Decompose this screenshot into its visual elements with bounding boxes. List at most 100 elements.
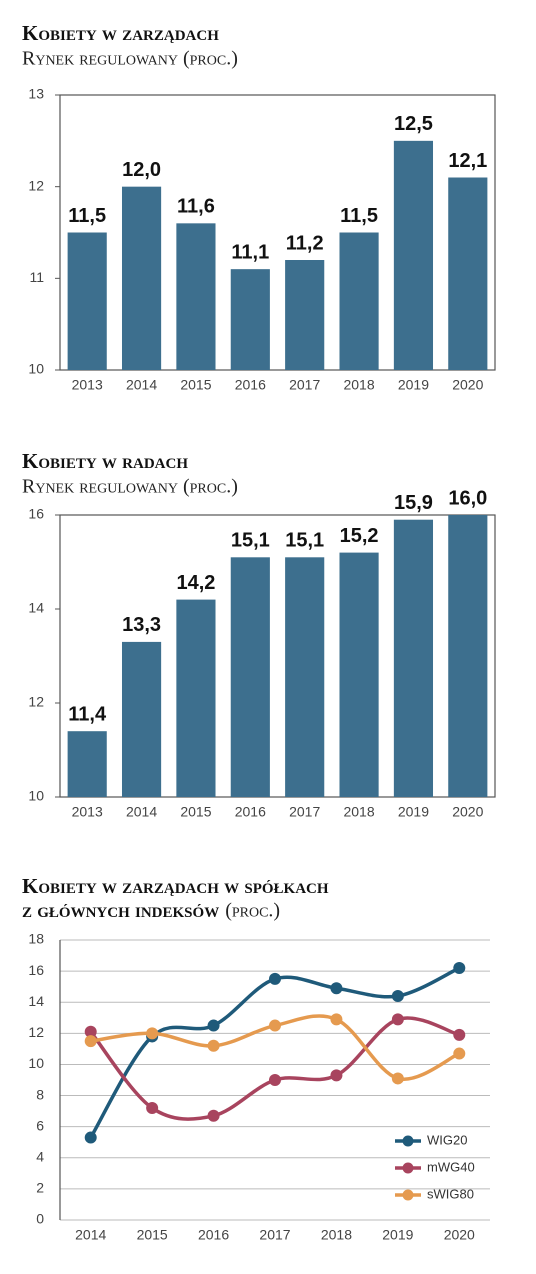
point: [330, 1013, 343, 1026]
value-label: 11,5: [68, 205, 106, 227]
chart-title: z głównych indeksów: [22, 898, 219, 922]
bar: [339, 552, 379, 797]
value-label: 13,3: [122, 614, 161, 636]
point: [269, 1074, 281, 1086]
point: [330, 982, 343, 995]
legend-label: mWG40: [427, 1159, 475, 1174]
x-tick-label: 2018: [343, 377, 374, 393]
series-line: [89, 966, 461, 1139]
point: [330, 1069, 343, 1082]
point: [269, 1019, 281, 1032]
value-label: 11,1: [231, 241, 269, 263]
y-tick-label: 12: [28, 1024, 44, 1040]
bar: [121, 186, 162, 370]
y-tick-label: 12: [28, 694, 44, 710]
bar: [339, 232, 379, 370]
plot-frame: [59, 514, 496, 798]
x-tick-label: 2019: [382, 1227, 413, 1243]
y-tick-label: 8: [36, 1086, 44, 1102]
point: [146, 1102, 159, 1114]
value-label: 12,1: [448, 150, 487, 172]
x-tick-label: 2014: [126, 377, 157, 393]
value-label: 11,4: [68, 703, 107, 725]
bar: [393, 140, 434, 370]
x-tick-label: 2020: [452, 377, 483, 393]
value-label: 16,0: [448, 487, 487, 509]
point: [207, 1019, 220, 1032]
x-tick-label: 2014: [126, 804, 157, 820]
chart-subtitle: (proc.): [225, 900, 280, 922]
x-tick-label: 2017: [289, 804, 320, 820]
x-tick-label: 2020: [452, 804, 483, 820]
y-tick-label: 14: [28, 993, 44, 1009]
bar: [67, 731, 107, 797]
x-tick-label: 2016: [198, 1227, 229, 1243]
bar: [393, 519, 434, 797]
chart-title: Kobiety w radach: [22, 449, 188, 473]
chart-title: Kobiety w zarządach w spółkach: [22, 874, 329, 898]
bar: [230, 269, 270, 370]
x-tick-label: 2014: [75, 1227, 106, 1243]
y-tick-label: 10: [28, 361, 44, 377]
y-tick-label: 18: [28, 931, 44, 947]
x-tick-label: 2016: [235, 377, 266, 393]
x-tick-label: 2015: [180, 377, 211, 393]
y-tick-label: 12: [28, 177, 44, 193]
chart-subtitle: Rynek regulowany (proc.): [22, 476, 238, 498]
plot-frame: [59, 94, 496, 371]
point: [84, 1025, 97, 1038]
x-tick-label: 2016: [235, 804, 266, 820]
bar: [448, 515, 488, 797]
point: [453, 1028, 466, 1041]
value-label: 15,2: [340, 525, 379, 547]
point: [84, 1035, 97, 1048]
x-tick-label: 2019: [398, 377, 429, 393]
value-label: 11,2: [286, 232, 324, 254]
bar: [176, 223, 216, 370]
legend-marker: [402, 1189, 414, 1201]
x-tick-label: 2017: [289, 377, 320, 393]
x-tick-label: 2015: [180, 804, 211, 820]
x-tick-label: 2015: [137, 1227, 168, 1243]
value-label: 12,0: [122, 159, 161, 181]
value-label: 14,2: [176, 572, 215, 594]
value-label: 11,6: [177, 196, 215, 218]
bar: [448, 177, 488, 370]
y-tick-label: 6: [36, 1117, 44, 1133]
x-tick-label: 2017: [259, 1227, 290, 1243]
point: [453, 1047, 466, 1060]
bar: [285, 260, 325, 370]
value-label: 15,1: [231, 530, 270, 552]
point: [391, 990, 404, 1002]
legend-label: WIG20: [427, 1132, 467, 1147]
value-label: 15,9: [394, 492, 433, 514]
bar: [121, 641, 162, 797]
bar: [230, 557, 270, 797]
bar: [176, 599, 216, 797]
legend-marker: [402, 1135, 414, 1147]
legend-label: sWIG80: [427, 1186, 474, 1201]
value-label: 15,1: [285, 530, 324, 552]
x-tick-label: 2018: [343, 804, 374, 820]
point: [391, 1072, 404, 1085]
point: [453, 962, 466, 974]
y-tick-label: 13: [28, 86, 44, 102]
y-tick-label: 10: [28, 788, 44, 804]
y-tick-label: 10: [28, 1055, 44, 1071]
y-tick-label: 2: [36, 1180, 44, 1196]
bar: [67, 232, 107, 370]
y-tick-label: 0: [36, 1211, 44, 1227]
y-tick-label: 14: [28, 600, 44, 616]
point: [84, 1131, 97, 1144]
y-tick-label: 4: [36, 1148, 44, 1164]
y-tick-label: 16: [28, 506, 44, 522]
point: [391, 1013, 404, 1026]
chart-subtitle: Rynek regulowany (proc.): [22, 48, 238, 70]
point: [207, 1109, 220, 1122]
chart-title: Kobiety w zarządach: [22, 21, 219, 45]
bar: [285, 557, 325, 797]
y-tick-label: 16: [28, 962, 44, 978]
point: [146, 1027, 159, 1040]
